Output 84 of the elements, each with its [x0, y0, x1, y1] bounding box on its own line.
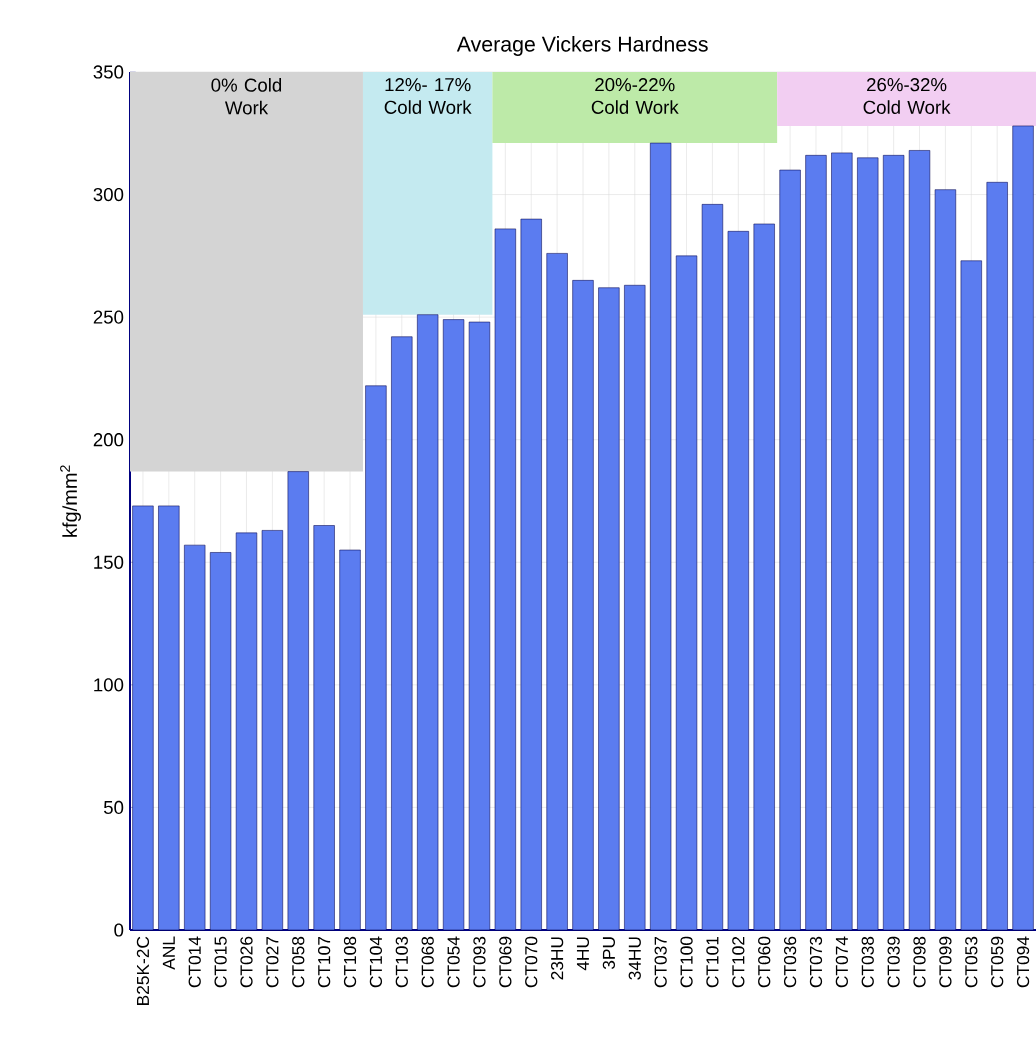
x-tick-label: CT104: [369, 936, 383, 988]
bar: [857, 157, 879, 931]
bar: [572, 280, 594, 931]
bar: [209, 552, 232, 931]
bar: [986, 182, 1008, 931]
bar: [391, 336, 413, 931]
bar: [313, 525, 335, 931]
bar: [417, 314, 439, 931]
bar: [158, 505, 180, 931]
x-tick-label: CT014: [188, 936, 201, 988]
bar: [779, 169, 801, 931]
x-tick-label: CT059: [991, 936, 1004, 988]
x-tick-label: CT069: [499, 936, 512, 988]
x-tick-label: CT015: [214, 936, 227, 988]
x-tick-label: CT102: [732, 936, 745, 988]
y-tick-label: 100: [94, 678, 124, 692]
bar: [520, 218, 542, 931]
x-tick-label: CT054: [447, 936, 460, 988]
x-tick-label: CT099: [939, 936, 952, 988]
x-tick-label: 4HU: [576, 937, 590, 971]
bar: [468, 321, 491, 931]
x-tick-label: CT100: [680, 936, 693, 988]
bar: [675, 255, 698, 931]
y-tick-label: 50: [103, 800, 124, 815]
band-label: 26%-32% Cold Work: [863, 78, 951, 114]
bar: [701, 204, 724, 931]
bar: [365, 385, 387, 931]
y-tick-label: 350: [93, 65, 124, 79]
x-tick-label: CT058: [292, 936, 305, 988]
bar: [598, 287, 620, 931]
bar: [442, 319, 465, 931]
bar: [494, 228, 516, 931]
y-tick-label: 250: [93, 310, 124, 324]
bar: [727, 231, 749, 931]
bar: [805, 155, 827, 931]
x-tick-label: CT108: [343, 936, 357, 988]
band-label: 0% Cold Work: [211, 78, 282, 115]
x-tick-label: CT026: [240, 936, 253, 988]
x-tick-label: CT103: [395, 936, 408, 988]
bar: [184, 544, 206, 931]
chart-title: Average Vickers Hardness: [456, 36, 708, 56]
x-tick-label: 34HU: [628, 937, 641, 980]
x-tick-label: CT068: [421, 936, 434, 988]
x-tick-label: CT060: [758, 936, 771, 988]
bar: [753, 223, 775, 931]
x-tick-label: CT101: [706, 936, 719, 988]
x-tick-label: CT093: [473, 936, 486, 988]
x-tick-label: CT038: [861, 936, 874, 988]
bar: [650, 142, 672, 931]
bar: [1012, 125, 1034, 931]
bar: [883, 155, 905, 931]
bar: [339, 549, 361, 931]
band-label: 20%-22% Cold Work: [591, 78, 679, 114]
x-tick-label: ANL: [162, 936, 175, 970]
x-tick-label: CT070: [525, 936, 538, 988]
bar: [831, 152, 853, 931]
y-tick-label: 0: [114, 923, 124, 937]
bar: [261, 530, 283, 931]
band-label: 12%- 17% Cold Work: [384, 78, 472, 114]
y-tick-label: 200: [93, 433, 124, 447]
x-tick-label: CT098: [913, 936, 926, 988]
x-tick-label: CT039: [887, 936, 900, 988]
x-tick-label: CT053: [965, 936, 978, 988]
y-tick-label: 300: [93, 187, 124, 202]
x-tick-label: CT094: [1016, 936, 1030, 988]
bar: [934, 189, 957, 931]
x-tick-label: CT037: [654, 936, 667, 988]
x-tick-label: CT036: [783, 936, 797, 988]
y-tick-label: 150: [94, 555, 124, 569]
bar: [235, 532, 258, 931]
x-tick-label: 23HU: [550, 937, 564, 980]
bar: [546, 253, 568, 931]
y-axis-title: kfg/mm$^{2}$: [60, 465, 81, 537]
bar: [908, 150, 931, 931]
x-tick-label: CT027: [266, 936, 279, 988]
bar: [960, 260, 982, 931]
x-tick-label: CT074: [835, 936, 848, 988]
bar: [287, 471, 309, 931]
x-tick-label: CT107: [318, 936, 331, 988]
x-tick-label: CT073: [809, 936, 823, 988]
bar: [624, 285, 646, 931]
x-tick-label: 3PU: [602, 937, 616, 970]
bar: [132, 505, 154, 931]
x-tick-label: B25K-2C: [136, 936, 150, 1005]
